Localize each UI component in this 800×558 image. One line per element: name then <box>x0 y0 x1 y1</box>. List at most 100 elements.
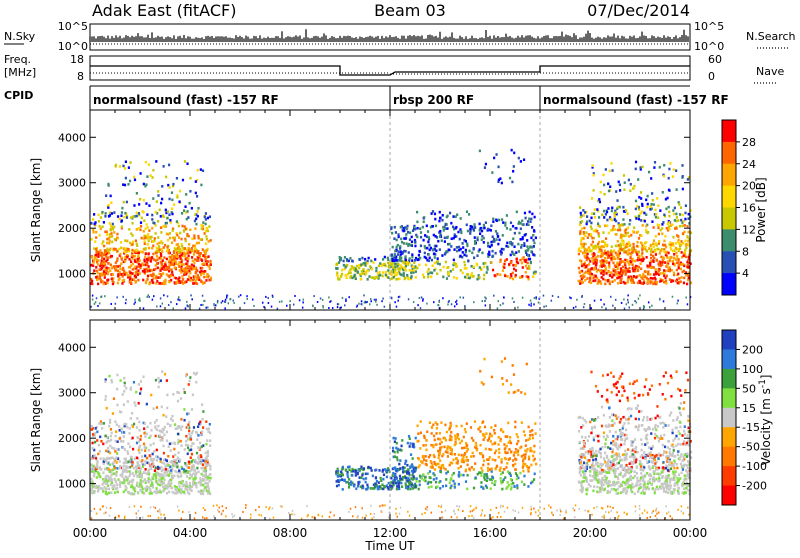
scatter-cell <box>627 226 629 229</box>
scatter-cell <box>663 281 665 284</box>
scatter-cell <box>194 459 196 462</box>
scatter-cell <box>653 257 655 260</box>
scatter-cell <box>625 232 627 235</box>
scatter-cell <box>646 206 648 209</box>
scatter-cell <box>198 447 200 450</box>
scatter-cell <box>109 248 111 251</box>
scatter-cell <box>125 177 127 180</box>
scatter-cell <box>582 252 584 255</box>
scatter-cell <box>590 217 592 220</box>
scatter-cell <box>129 242 131 245</box>
scatter-cell <box>637 259 639 262</box>
scatter-cell <box>578 253 580 256</box>
scatter-cell <box>102 490 104 493</box>
scatter-cell <box>439 230 441 233</box>
scatter-cell <box>602 270 604 273</box>
scatter-cell <box>91 488 93 491</box>
scatter-cell <box>687 263 689 266</box>
scatter-cell <box>378 265 380 268</box>
scatter-cell <box>136 192 138 195</box>
scatter-cell <box>201 445 203 448</box>
ground-cell <box>420 307 422 309</box>
scatter-cell <box>609 283 611 286</box>
scatter-cell <box>189 482 191 485</box>
scatter-cell <box>627 261 629 264</box>
scatter-cell <box>355 474 357 477</box>
scatter-cell <box>495 230 497 233</box>
scatter-cell <box>159 434 161 437</box>
scatter-cell <box>460 269 462 272</box>
scatter-cell <box>187 438 189 441</box>
scatter-cell <box>337 472 339 475</box>
scatter-cell <box>446 277 448 280</box>
scatter-cell <box>175 459 177 462</box>
scatter-cell <box>680 263 682 266</box>
ground-cell <box>244 302 246 304</box>
scatter-cell <box>583 214 585 217</box>
scatter-cell <box>441 239 443 242</box>
scatter-cell <box>632 279 634 282</box>
scatter-cell <box>111 212 113 215</box>
ground-cell <box>442 297 444 299</box>
scatter-cell <box>638 251 640 254</box>
scatter-cell <box>587 236 589 239</box>
scatter-cell <box>111 235 113 238</box>
scatter-cell <box>201 418 203 421</box>
scatter-cell <box>348 486 350 489</box>
scatter-cell <box>168 252 170 255</box>
ground-cell <box>320 297 322 299</box>
scatter-cell <box>602 278 604 281</box>
scatter-cell <box>680 240 682 243</box>
scatter-cell <box>600 181 602 184</box>
ground-cell <box>361 303 363 305</box>
scatter-cell <box>104 276 106 279</box>
scatter-cell <box>637 269 639 272</box>
scatter-cell <box>619 229 621 232</box>
scatter-cell <box>524 234 526 237</box>
scatter-cell <box>647 278 649 281</box>
scatter-cell <box>682 188 684 191</box>
scatter-cell <box>110 225 112 228</box>
scatter-cell <box>593 253 595 256</box>
ground-cell <box>484 300 486 302</box>
scatter-cell <box>185 488 187 491</box>
scatter-cell <box>385 274 387 277</box>
scatter-cell <box>416 227 418 230</box>
scatter-cell <box>115 435 117 438</box>
scatter-cell <box>515 227 517 230</box>
scatter-cell <box>99 436 101 439</box>
scatter-cell <box>681 251 683 254</box>
scatter-cell <box>96 279 98 282</box>
scatter-cell <box>658 233 660 236</box>
scatter-cell <box>182 179 184 182</box>
scatter-cell <box>160 491 162 494</box>
scatter-cell <box>595 247 597 250</box>
scatter-cell <box>367 270 369 273</box>
scatter-cell <box>675 258 677 261</box>
ground-cell <box>463 297 465 299</box>
scatter-cell <box>192 430 194 433</box>
scatter-cell <box>407 468 409 471</box>
scatter-cell <box>184 271 186 274</box>
scatter-cell <box>176 177 178 180</box>
ytick-label: 2000 <box>58 222 86 235</box>
scatter-cell <box>663 175 665 178</box>
scatter-cell <box>653 260 655 263</box>
scatter-cell <box>201 259 203 262</box>
scatter-cell <box>131 234 133 237</box>
scatter-cell <box>409 269 411 272</box>
scatter-cell <box>582 209 584 212</box>
scatter-cell <box>172 491 174 494</box>
scatter-cell <box>624 181 626 184</box>
scatter-cell <box>355 487 357 490</box>
scatter-cell <box>196 438 198 441</box>
scatter-cell <box>493 240 495 243</box>
scatter-cell <box>168 474 170 477</box>
scatter-cell <box>196 195 198 198</box>
scatter-cell <box>503 263 505 266</box>
scatter-cell <box>614 264 616 267</box>
scatter-cell <box>636 231 638 234</box>
scatter-cell <box>151 218 153 221</box>
scatter-cell <box>207 217 209 220</box>
scatter-cell <box>632 230 634 233</box>
